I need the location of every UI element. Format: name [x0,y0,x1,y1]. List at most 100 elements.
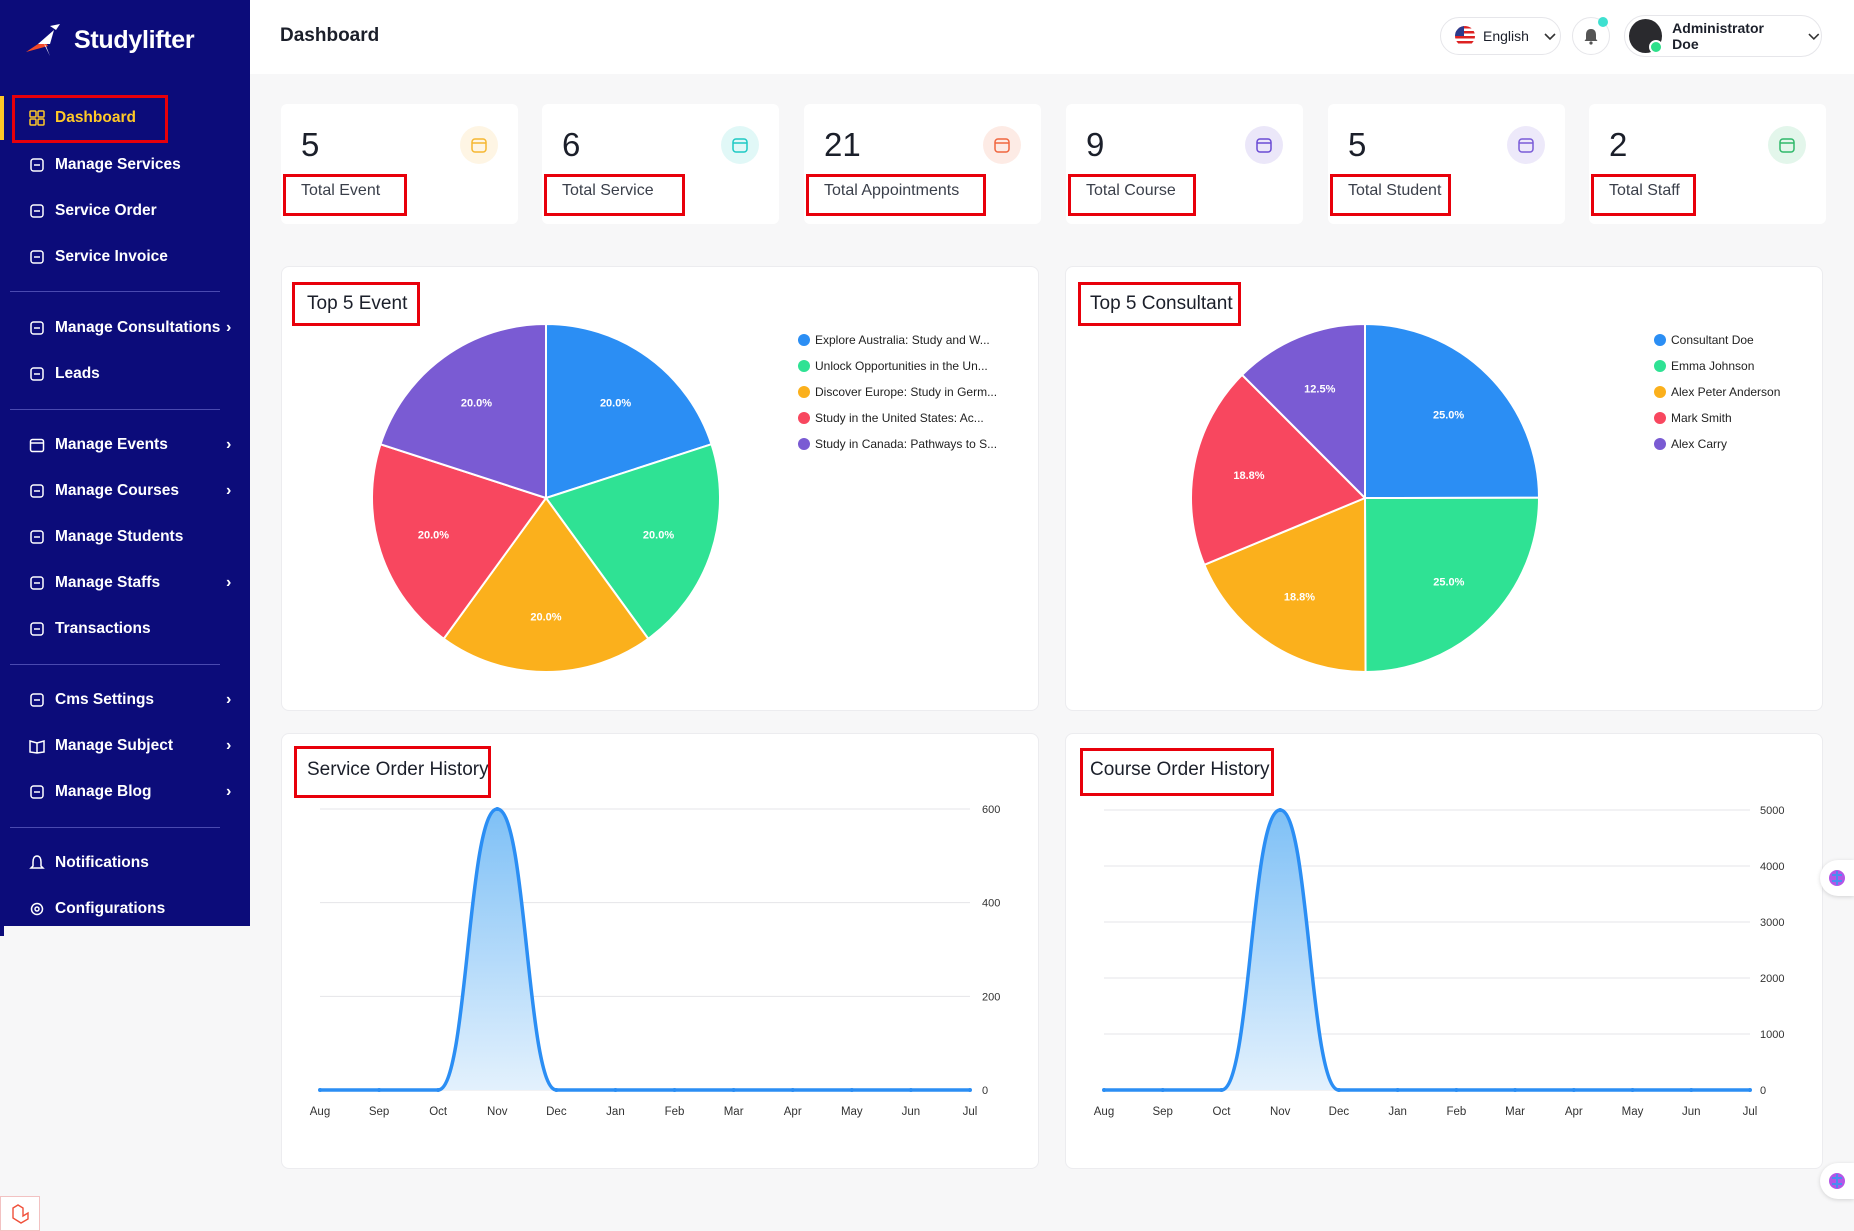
pie-slice[interactable] [1203,496,1367,673]
pie-slice[interactable] [379,322,547,500]
sidebar-item-manage-subject[interactable]: Manage Subject › [0,726,250,766]
graduation-icon [1245,126,1283,164]
pie-slice[interactable] [442,496,650,673]
consultation-icon [29,320,45,336]
invoice-icon [29,249,45,265]
sidebar-item-manage-blog[interactable]: Manage Blog › [0,772,250,812]
sidebar-item-manage-services[interactable]: Manage Services [0,145,250,185]
data-point[interactable] [1689,1088,1694,1092]
handshake-icon [721,126,759,164]
sidebar-item-manage-events[interactable]: Manage Events › [0,425,250,465]
data-point[interactable] [1336,1088,1341,1092]
sidebar-item-leads[interactable]: Leads [0,354,250,394]
data-point[interactable] [1219,1088,1224,1092]
laravel-icon [12,1204,29,1224]
data-point[interactable] [672,1088,677,1092]
stat-value: 9 [1086,126,1105,163]
data-point[interactable] [436,1088,441,1092]
sidebar-item-service-invoice[interactable]: Service Invoice [0,237,250,277]
pie-slice[interactable] [371,442,548,641]
x-tick-label: Sep [369,1106,389,1118]
sidebar-item-cms-settings[interactable]: Cms Settings › [0,680,250,720]
legend-item[interactable]: Mark Smith [1654,405,1780,431]
sidebar-item-manage-staffs[interactable]: Manage Staffs › [0,563,250,603]
highlight-box [294,746,491,798]
pie-slice[interactable] [1190,373,1367,567]
sidebar-item-label: Transactions [55,620,151,637]
legend-item[interactable]: Alex Peter Anderson [1654,379,1780,405]
sidebar-item-dashboard[interactable]: Dashboard [0,98,250,138]
stat-card[interactable]: 21 Total Appointments [804,104,1041,224]
user-profile-menu[interactable]: Administrator Doe [1624,15,1822,57]
sidebar-item-label: Manage Courses [55,482,180,499]
brain-assistant-button[interactable] [1820,860,1854,896]
highlight-box [1591,174,1696,216]
chevron-right-icon: › [226,691,232,708]
data-point[interactable] [968,1088,972,1092]
pie-slice[interactable] [1364,322,1541,500]
data-point[interactable] [1278,808,1283,812]
pie-slice[interactable] [544,442,721,641]
legend-item[interactable]: Emma Johnson [1654,353,1780,379]
legend-label: Unlock Opportunities in the Un... [815,359,988,373]
data-point[interactable] [613,1088,618,1092]
data-point[interactable] [554,1088,559,1092]
stat-card[interactable]: 6 Total Service [542,104,779,224]
book-icon [29,738,45,754]
pie-slice[interactable] [1363,496,1541,674]
data-point[interactable] [731,1088,736,1092]
area-fill [1104,810,1750,1090]
data-point[interactable] [908,1088,913,1092]
x-tick-label: May [841,1106,863,1118]
stat-card[interactable]: 9 Total Course [1066,104,1303,224]
data-point[interactable] [1513,1088,1518,1092]
sidebar-edge [0,926,4,936]
data-point[interactable] [377,1088,382,1092]
pie-slice[interactable] [1240,322,1366,501]
legend-item[interactable]: Unlock Opportunities in the Un... [798,353,997,379]
legend-item[interactable]: Alex Carry [1654,431,1780,457]
stat-card[interactable]: 2 Total Staff [1589,104,1826,224]
sidebar-item-manage-students[interactable]: Manage Students [0,517,250,557]
data-point[interactable] [1395,1088,1400,1092]
stat-card[interactable]: 5 Total Event [281,104,518,224]
sidebar-item-notifications[interactable]: Notifications [0,843,250,883]
notification-button[interactable] [1572,17,1610,55]
pie-slice[interactable] [545,322,713,500]
sidebar-item-service-order[interactable]: Service Order [0,191,250,231]
data-point[interactable] [849,1088,854,1092]
series-line[interactable] [1104,808,1750,1092]
sidebar-item-transactions[interactable]: Transactions [0,609,250,649]
brain-assistant-button[interactable] [1820,1163,1854,1199]
sidebar-item-manage-consultations[interactable]: Manage Consultations › [0,308,250,348]
legend-swatch [798,438,810,450]
x-tick-label: Jul [963,1106,978,1118]
legend-item[interactable]: Study in Canada: Pathways to S... [798,431,997,457]
highlight-box [1330,174,1451,216]
x-tick-label: Feb [665,1106,685,1118]
sidebar-item-label: Service Invoice [55,248,168,265]
sidebar-item-configurations[interactable]: Configurations [0,889,250,929]
legend-item[interactable]: Explore Australia: Study and W... [798,327,997,353]
series-line[interactable] [320,807,970,1092]
data-point[interactable] [1102,1088,1106,1092]
legend-item[interactable]: Consultant Doe [1654,327,1780,353]
language-selector[interactable]: English [1440,17,1561,55]
sidebar-item-manage-courses[interactable]: Manage Courses › [0,471,250,511]
laravel-debug-button[interactable] [0,1196,40,1231]
data-point[interactable] [1630,1088,1635,1092]
legend-item[interactable]: Study in the United States: Ac... [798,405,997,431]
data-point[interactable] [1454,1088,1459,1092]
legend-item[interactable]: Discover Europe: Study in Germ... [798,379,997,405]
data-point[interactable] [1160,1088,1165,1092]
data-point[interactable] [1571,1088,1576,1092]
data-point[interactable] [1748,1088,1752,1092]
brand-logo[interactable]: Studylifter [24,20,195,60]
sidebar: Studylifter Dashboard Manage Services Serv… [0,0,250,926]
data-point[interactable] [790,1088,795,1092]
data-point[interactable] [495,807,500,811]
active-indicator [0,96,4,140]
stat-card[interactable]: 5 Total Student [1328,104,1565,224]
brain-icon [1829,1173,1845,1189]
data-point[interactable] [318,1088,322,1092]
